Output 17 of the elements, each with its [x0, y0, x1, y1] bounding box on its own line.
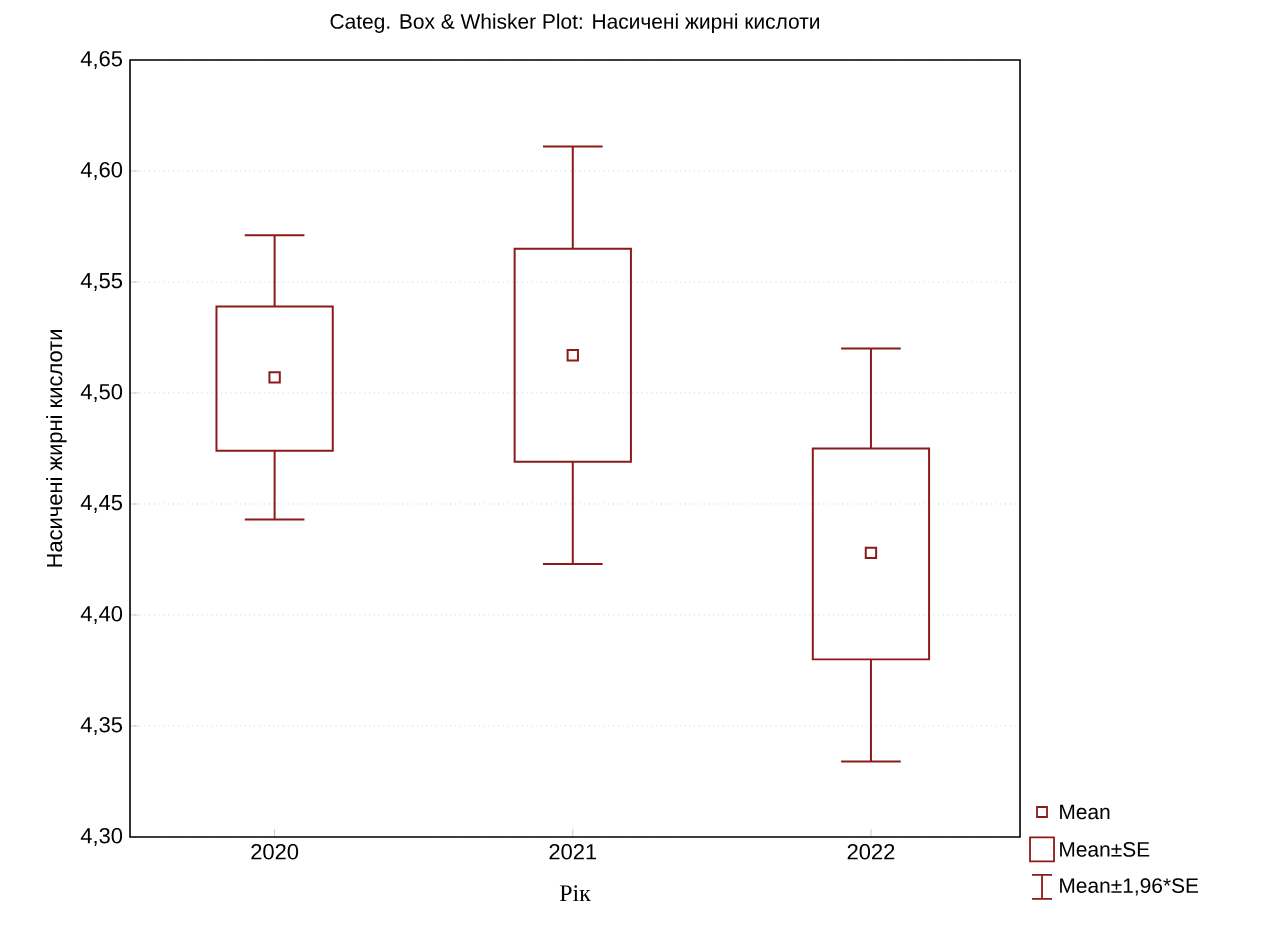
y-tick-label: 4,55 [80, 273, 123, 291]
y-tick-label: 4,65 [80, 50, 123, 70]
x-tick-label: 2020 [251, 844, 299, 860]
text: Mean [1060, 804, 1110, 820]
y-tick-label: 4,45 [80, 495, 123, 513]
x-tick-label: 2021 [549, 844, 597, 860]
text: Mean±1,96*SE [1060, 878, 1199, 896]
y-tick-label: 4,35 [80, 716, 123, 736]
y-axis-title: Насичені жирні кислоти [46, 330, 67, 567]
x-tick-label: 2022 [847, 844, 895, 860]
text: Mean±SE [1060, 841, 1150, 857]
y-tick-label: 4,60 [80, 161, 123, 181]
x-axis-title: Рік [559, 885, 591, 902]
y-tick-label: 4,40 [80, 605, 123, 625]
y-tick-label: 4,50 [80, 383, 123, 403]
chart-title: Categ. Box & Whisker Plot: Насичені жирні кислоти [330, 13, 820, 33]
y-tick-label: 4,30 [80, 827, 123, 847]
